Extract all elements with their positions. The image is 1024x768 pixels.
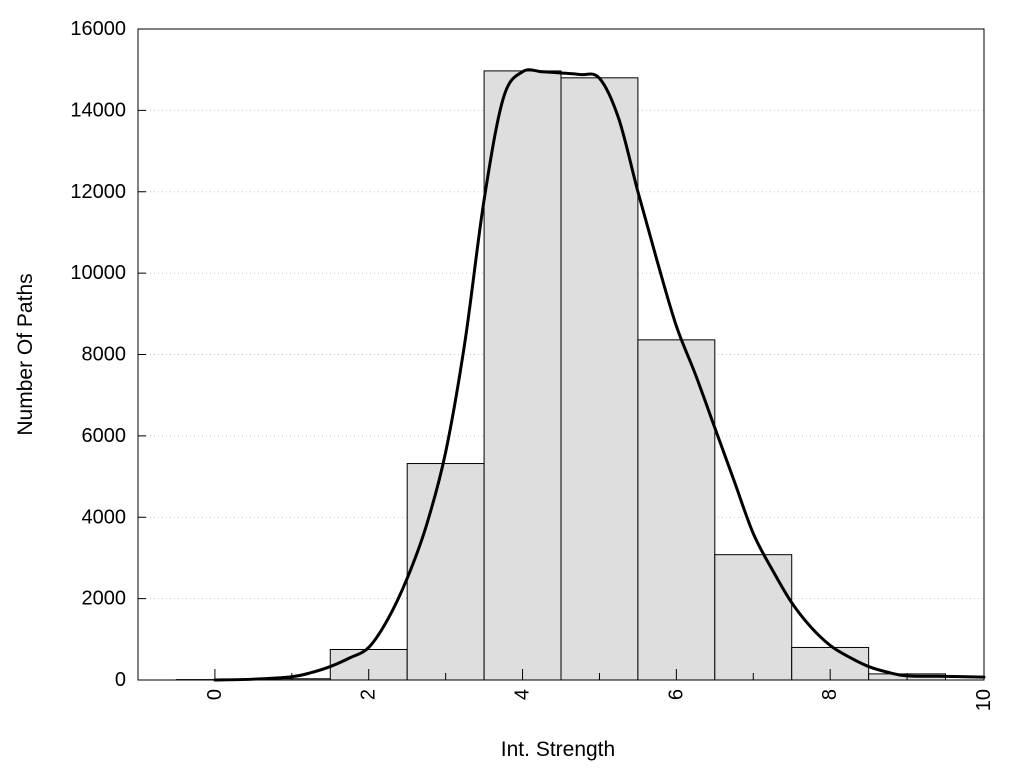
bars [175, 70, 947, 681]
y-tick-label-2: 4000 [82, 506, 127, 528]
y-tick-label-5: 10000 [70, 262, 126, 284]
bar-3 [406, 463, 485, 681]
x-axis-title: Int. Strength [501, 738, 615, 761]
bar-4 [483, 70, 562, 681]
y-tick-label-6: 12000 [70, 181, 126, 203]
y-tick-label-8: 16000 [70, 18, 126, 40]
density-curve [213, 68, 986, 682]
x-tick-label-2: 4 [512, 689, 534, 700]
x-tick-label-0: 0 [204, 689, 226, 700]
y-tick-label-3: 6000 [82, 425, 127, 447]
bar-6 [637, 339, 716, 681]
y-tick-label-4: 8000 [82, 344, 127, 366]
y-tick-label-7: 14000 [70, 99, 126, 121]
y-axis-title: Number Of Paths [14, 273, 37, 435]
bar-5 [560, 77, 639, 681]
x-tick-label-5: 10 [973, 689, 995, 711]
y-tick-label-0: 0 [115, 669, 126, 691]
density-curve-line [213, 68, 986, 682]
grid-lines [138, 109, 984, 600]
x-tick-label-3: 6 [665, 689, 687, 700]
bar-7 [714, 554, 793, 681]
x-tick-label-4: 8 [819, 689, 841, 700]
y-axis-ticks: 0 2000 4000 6000 8000 10000 12000 14000 16000 [70, 18, 146, 691]
x-tick-label-1: 2 [358, 689, 380, 700]
x-axis-ticks: 0 2 4 6 8 10 [204, 669, 995, 711]
y-tick-label-1: 2000 [82, 588, 127, 610]
